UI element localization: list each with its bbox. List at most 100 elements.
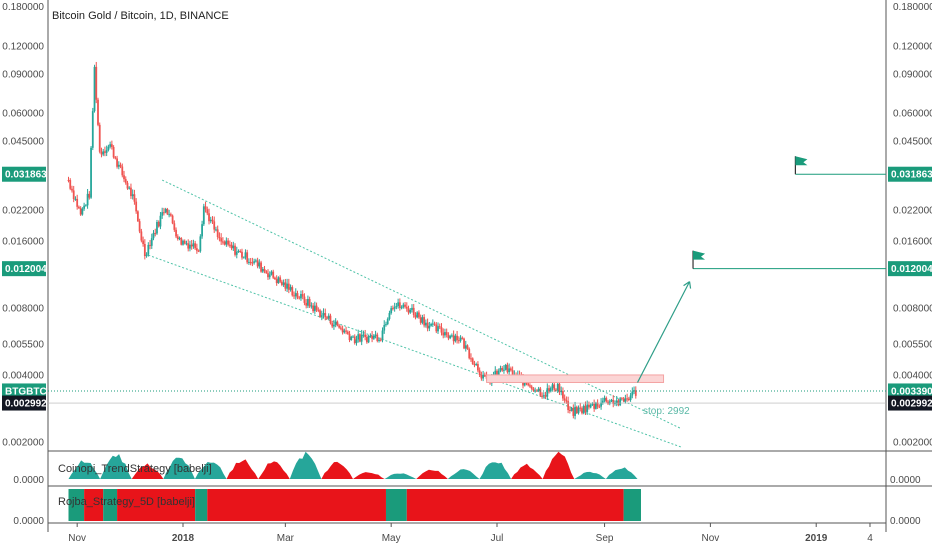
candle-body <box>608 401 611 404</box>
candle-body <box>260 262 262 272</box>
candle-body <box>291 287 294 296</box>
candle-body <box>634 390 637 396</box>
candle-body <box>570 407 573 411</box>
right-close-tag: 0.002992 <box>891 399 932 410</box>
price-axis-ticks: 0.180000 0.180000 0.120000 0.120000 0.090000… <box>2 2 932 448</box>
candle-body <box>116 158 118 167</box>
candle-body <box>497 370 500 377</box>
candle-body <box>235 251 238 255</box>
candle-body <box>553 384 556 390</box>
candle-body <box>622 398 625 402</box>
trend-indicator-hump <box>258 461 290 479</box>
candle-body <box>444 332 446 336</box>
price-tags: BTGBTC 0.031863 0.012004 0.002992 0.031863 0.… <box>2 166 932 411</box>
candle-body <box>109 144 112 147</box>
candle-body <box>411 307 413 310</box>
candle-body <box>163 212 165 214</box>
candle-body <box>343 330 346 333</box>
candle-body <box>218 236 221 239</box>
candle-body <box>237 250 240 252</box>
candle-body <box>419 317 422 323</box>
candle-body <box>319 310 321 317</box>
candle-body <box>400 307 403 309</box>
price-tick-label-left: 0.060000 <box>2 109 44 120</box>
candle-body <box>194 243 197 249</box>
candle-body <box>499 368 502 371</box>
trend-indicator-hump <box>289 451 322 479</box>
candle-body <box>339 327 342 329</box>
candle-body <box>128 187 131 189</box>
candle-body <box>383 324 386 331</box>
candle-body <box>374 334 377 336</box>
candle-body <box>624 398 627 402</box>
candle-body <box>508 368 511 373</box>
candle-body <box>412 307 415 315</box>
price-tick-label-right: 0.120000 <box>893 41 932 52</box>
price-tick-label-left: 0.180000 <box>2 2 44 13</box>
candle-body <box>348 333 351 341</box>
candle-body <box>560 391 563 393</box>
candle-body <box>450 335 453 337</box>
price-tick-label-right: 0.004000 <box>893 370 932 381</box>
candle-body <box>577 407 580 414</box>
trend-indicator-pane <box>68 451 638 479</box>
candle-body <box>594 402 597 409</box>
rojba-segment <box>385 489 407 521</box>
candle-body <box>133 194 136 202</box>
candle-body <box>249 261 252 263</box>
candle-body <box>621 398 623 400</box>
rojba-segment <box>195 489 208 521</box>
candle-body <box>263 269 266 272</box>
candle-body <box>258 262 261 267</box>
candle-body <box>598 406 601 408</box>
candle-body <box>102 151 105 155</box>
candle-body <box>527 383 530 386</box>
candle-body <box>242 257 245 259</box>
candle-body <box>615 400 618 403</box>
candle-body <box>211 219 214 222</box>
candle-body <box>79 208 82 215</box>
candle-body <box>596 402 599 407</box>
candle-body <box>123 175 125 180</box>
candle-body <box>142 240 144 244</box>
candle-body <box>378 339 380 341</box>
candle-body <box>470 358 472 360</box>
candle-body <box>71 188 73 191</box>
trend-indicator-hump <box>479 462 512 479</box>
candle-body <box>152 232 155 239</box>
candle-body <box>530 386 533 389</box>
right-target1-tag: 0.031863 <box>891 170 932 181</box>
candle-body <box>612 399 615 404</box>
trend-indicator-hump <box>605 467 638 479</box>
candle-body <box>367 336 370 343</box>
rojba-segment <box>103 489 118 521</box>
left-symbol-tag-bg <box>2 383 46 399</box>
candle-body <box>312 305 315 312</box>
candle-body <box>176 236 179 240</box>
candle-body <box>112 147 115 158</box>
candle-body <box>251 262 254 264</box>
candle-body <box>244 252 247 258</box>
trend-indicator-hump <box>100 454 132 479</box>
candle-body <box>542 395 545 397</box>
trend-indicator-hump <box>353 472 385 479</box>
candle-body <box>313 305 316 312</box>
candle-body <box>100 151 103 155</box>
trend-indicator-hump <box>511 463 543 479</box>
left-target1-tag: 0.031863 <box>5 170 47 181</box>
candle-body <box>390 308 393 314</box>
candle-body <box>548 388 550 392</box>
candle-body <box>95 66 98 100</box>
candle-body <box>350 336 353 341</box>
price-tick-label-left: 0.120000 <box>2 41 44 52</box>
candle-body <box>110 144 113 148</box>
candle-body <box>124 179 127 183</box>
candle-body <box>398 302 401 308</box>
candle-body <box>130 187 132 197</box>
candle-body <box>279 277 282 282</box>
right-target2-tag: 0.012004 <box>891 264 932 275</box>
candle-body <box>603 397 606 401</box>
candle-body <box>379 339 382 341</box>
candle-body <box>300 294 302 299</box>
